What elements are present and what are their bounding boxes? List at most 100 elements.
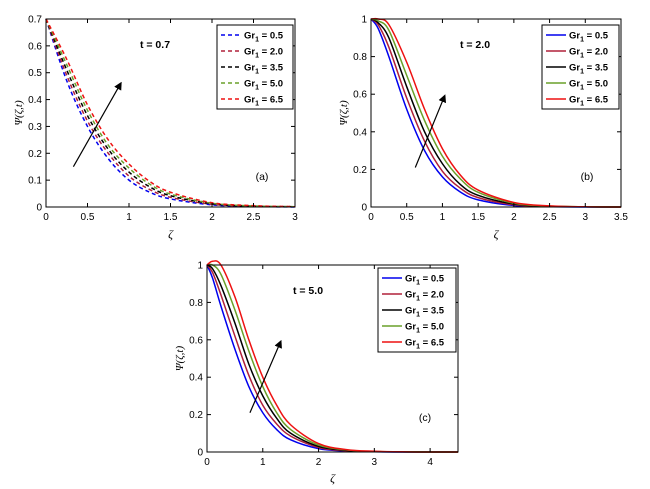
legend-label-4: Gr1 = 5.0	[569, 79, 608, 92]
legend-label-main: Gr	[244, 47, 255, 58]
legend-label-sub: 1	[580, 69, 584, 76]
legend-label-main: Gr	[405, 338, 416, 349]
y-axis-label: Ψ(ζ,t)	[338, 100, 350, 126]
legend-label-main: Gr	[405, 274, 416, 285]
y-tick-label: 0.6	[353, 90, 367, 101]
legend-label-sub: 1	[255, 37, 259, 44]
y-tick-label: 0.8	[189, 298, 203, 309]
y-tick-label: 0	[197, 448, 203, 459]
legend-label-value: = 2.0	[259, 47, 283, 58]
legend-label-main: Gr	[569, 63, 580, 74]
x-tick-label: 2	[209, 212, 215, 223]
y-tick-label: 0.1	[28, 176, 42, 187]
legend-label-main: Gr	[569, 31, 580, 42]
y-tick-label: 0.4	[189, 373, 203, 384]
plot-frame	[370, 18, 622, 208]
y-tick-label: 0.4	[353, 127, 367, 138]
series-line-1	[45, 18, 296, 208]
legend-label-main: Gr	[569, 95, 580, 106]
x-axis-label: ζ	[168, 227, 174, 241]
legend-label-value: = 0.5	[584, 31, 609, 42]
legend-label-5: Gr1 = 6.5	[569, 95, 609, 108]
x-tick-label: 2	[316, 457, 322, 468]
x-tick-label: 3	[292, 212, 298, 223]
x-tick-label: 0.5	[400, 212, 414, 223]
legend-label-value: = 0.5	[420, 274, 445, 285]
legend-label-sub: 1	[580, 85, 584, 92]
y-tick-label: 0.2	[353, 165, 367, 176]
legend-label-sub: 1	[416, 280, 420, 287]
trend-arrow	[249, 339, 282, 413]
legend-label-value: = 6.5	[584, 95, 609, 106]
legend-label-value: = 6.5	[259, 95, 284, 106]
trend-arrow	[414, 94, 446, 168]
y-tick-label: 0.5	[28, 68, 42, 79]
legend-label-main: Gr	[405, 322, 416, 333]
legend-label-1: Gr1 = 0.5	[405, 274, 445, 287]
legend-label-value: = 5.0	[420, 322, 444, 333]
series-line-4	[45, 18, 296, 208]
legend-label-sub: 1	[255, 69, 259, 76]
y-tick-label: 1	[197, 261, 203, 272]
time-annotation: t = 0.7	[140, 39, 170, 51]
legend-label-value: = 3.5	[584, 63, 609, 74]
x-tick-label: 0	[43, 212, 49, 223]
legend-label-value: = 2.0	[420, 290, 444, 301]
y-tick-label: 0.3	[28, 122, 42, 133]
y-axis-label: Ψ(ζ,t)	[174, 346, 186, 372]
legend-label-value: = 5.0	[584, 79, 608, 90]
trend-arrow	[72, 81, 122, 168]
x-tick-label: 2.5	[543, 212, 557, 223]
legend-label-sub: 1	[580, 53, 584, 60]
x-tick-label: 1	[440, 212, 446, 223]
x-tick-label: 2	[511, 212, 517, 223]
x-tick-label: 0	[204, 457, 210, 468]
legend-label-sub: 1	[255, 85, 259, 92]
legend-label-main: Gr	[244, 31, 255, 42]
legend-label-sub: 1	[580, 37, 584, 44]
legend-label-main: Gr	[244, 63, 255, 74]
y-tick-label: 0.2	[28, 149, 42, 160]
y-tick-label: 0.2	[189, 410, 203, 421]
legend-label-3: Gr1 = 3.5	[569, 63, 609, 76]
x-tick-label: 1.5	[471, 212, 485, 223]
panel-label: (b)	[581, 171, 594, 183]
panel-label: (c)	[419, 412, 431, 424]
x-tick-label: 0	[368, 212, 374, 223]
legend-label-4: Gr1 = 5.0	[405, 322, 444, 335]
legend-label-1: Gr1 = 0.5	[569, 31, 609, 44]
x-axis-label: ζ	[494, 227, 500, 241]
legend-label-value: = 3.5	[259, 63, 284, 74]
legend-label-value: = 5.0	[259, 79, 283, 90]
y-axis-label: Ψ(ζ,t)	[13, 100, 25, 126]
y-tick-label: 0.4	[28, 95, 42, 106]
legend-label-value: = 0.5	[259, 31, 284, 42]
legend-label-sub: 1	[416, 328, 420, 335]
y-tick-label: 1	[361, 15, 367, 26]
y-tick-label: 0.7	[28, 15, 42, 26]
legend-label-3: Gr1 = 3.5	[405, 306, 445, 319]
x-tick-label: 3	[583, 212, 589, 223]
plot-frame	[206, 264, 459, 453]
legend-label-sub: 1	[255, 101, 259, 108]
legend-label-main: Gr	[405, 306, 416, 317]
x-axis-label: ζ	[330, 471, 336, 485]
legend-label-main: Gr	[569, 79, 580, 90]
legend-label-1: Gr1 = 0.5	[244, 31, 284, 44]
legend-label-2: Gr1 = 2.0	[569, 47, 608, 60]
legend-label-sub: 1	[416, 312, 420, 319]
series-line-2	[45, 18, 296, 208]
time-annotation: t = 5.0	[293, 285, 323, 297]
x-tick-label: 2.5	[247, 212, 261, 223]
panel-label: (a)	[256, 171, 269, 183]
legend-label-sub: 1	[255, 53, 259, 60]
x-tick-label: 4	[427, 457, 433, 468]
x-tick-label: 3	[372, 457, 378, 468]
legend-label-main: Gr	[569, 47, 580, 58]
y-tick-label: 0.8	[353, 52, 367, 63]
legend-label-sub: 1	[416, 344, 420, 351]
legend-label-main: Gr	[405, 290, 416, 301]
